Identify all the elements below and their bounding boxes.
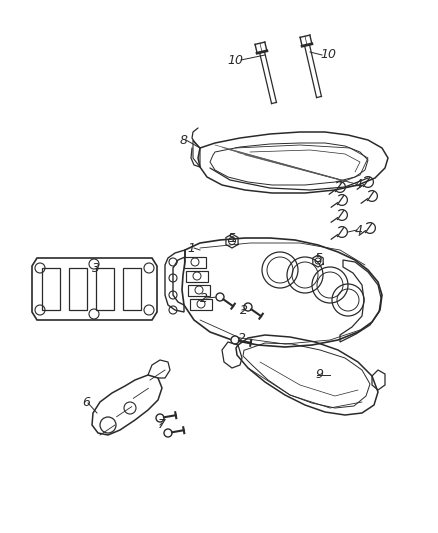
Circle shape	[231, 336, 239, 344]
Text: 4: 4	[355, 223, 363, 237]
Text: 4: 4	[355, 179, 363, 191]
Circle shape	[244, 303, 252, 311]
Text: 5: 5	[228, 231, 236, 245]
Text: 6: 6	[82, 397, 90, 409]
Text: 8: 8	[180, 133, 188, 147]
Text: 3: 3	[92, 262, 100, 274]
Text: 2: 2	[238, 332, 246, 344]
Text: 10: 10	[227, 53, 243, 67]
Text: 9: 9	[315, 368, 323, 382]
Circle shape	[216, 293, 224, 301]
Text: 1: 1	[187, 241, 195, 254]
Text: 2: 2	[200, 292, 208, 304]
Circle shape	[156, 414, 164, 422]
Text: 7: 7	[158, 418, 166, 432]
Text: 2: 2	[240, 303, 248, 317]
Text: 5: 5	[315, 252, 323, 264]
Circle shape	[164, 429, 172, 437]
Text: 10: 10	[320, 49, 336, 61]
